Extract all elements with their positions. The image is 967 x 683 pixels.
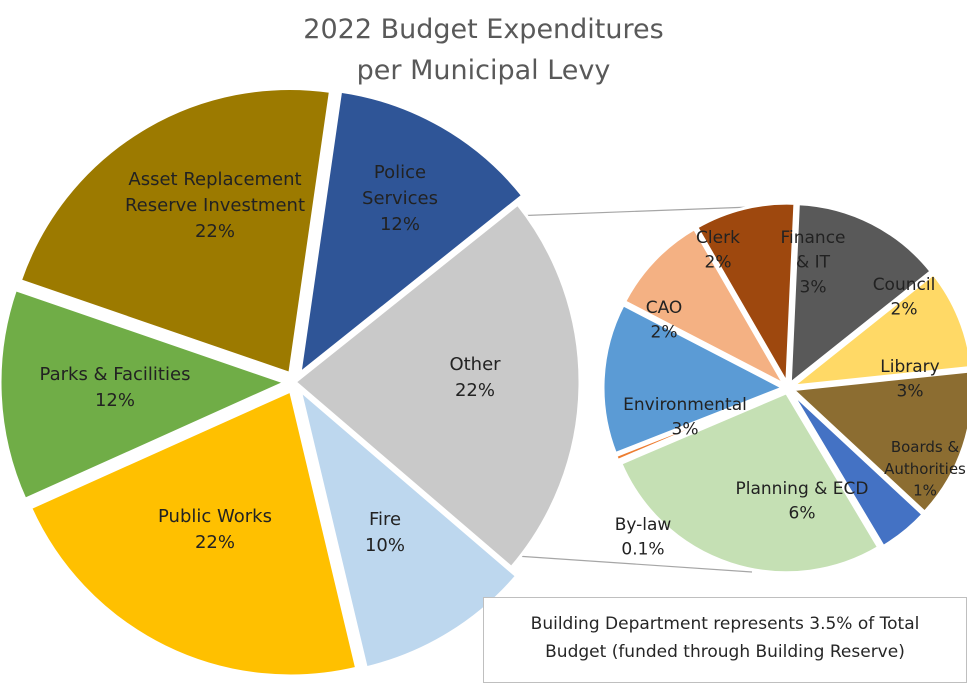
connector-line-bottom	[515, 555, 753, 573]
main-label-fire: Fire 10%	[365, 509, 405, 556]
main-label-asset-replacement-reserve-investment: Asset Replacement Reserve Investment 22%	[125, 169, 305, 242]
main-label-public-works: Public Works 22%	[158, 506, 272, 553]
sub-slice-council	[787, 271, 967, 389]
sub-label-clerk: Clerk 2%	[696, 228, 740, 273]
note-line1: Building Department represents 3.5% of T…	[530, 614, 920, 634]
connector-lines	[511, 206, 753, 573]
sub-label-cao: CAO 2%	[646, 298, 683, 343]
chart-title-line2: per Municipal Levy	[356, 55, 611, 86]
sub-label-planning-and-ecd: Planning & ECD 6%	[736, 479, 869, 524]
sub-slice-library	[789, 369, 967, 515]
main-slice-parks-and-facilities	[0, 287, 290, 502]
sub-label-by-law: By-law 0.1%	[615, 515, 672, 560]
sub-label-environmental: Environmental 3%	[623, 395, 747, 440]
other-breakdown-pie: Clerk 2% Finance & IT 3% Council 2% Library 3% Bo…	[601, 201, 967, 575]
main-label-police-services: Police Services 12%	[362, 162, 438, 235]
sub-label-council: Council 2%	[873, 275, 936, 320]
main-slice-fire	[297, 386, 519, 670]
sub-label-finance-and-it: Finance & IT 3%	[780, 228, 845, 297]
main-label-parks-and-facilities: Parks & Facilities 12%	[40, 364, 191, 411]
building-department-note: Building Department represents 3.5% of T…	[483, 597, 967, 683]
main-pie: Asset Replacement Reserve Investment 22% Po…	[0, 86, 582, 678]
sub-slice-clerk	[694, 201, 797, 389]
sub-slice-boards-and-authorities	[789, 390, 926, 549]
sub-label-library: Library 3%	[880, 357, 939, 402]
sub-slice-planning-and-ecd	[618, 390, 881, 575]
sub-slice-finance-and-it	[788, 202, 934, 387]
sub-slice-environmental	[601, 302, 787, 456]
chart-title-line1: 2022 Budget Expenditures	[303, 14, 664, 45]
connector-line-top	[511, 206, 752, 217]
main-label-other: Other 22%	[449, 354, 501, 401]
main-slice-police-services	[297, 89, 525, 377]
main-slice-public-works	[28, 388, 359, 678]
main-slice-asset-replacement-reserve-investment	[18, 86, 333, 376]
main-slice-other	[292, 202, 582, 570]
sub-label-boards-and-authorities: Boards & Authorities 1%	[884, 438, 966, 500]
sub-slice-by-law	[613, 388, 784, 463]
sub-slice-cao	[622, 226, 789, 389]
note-line2: Budget (funded through Building Reserve)	[545, 642, 905, 662]
